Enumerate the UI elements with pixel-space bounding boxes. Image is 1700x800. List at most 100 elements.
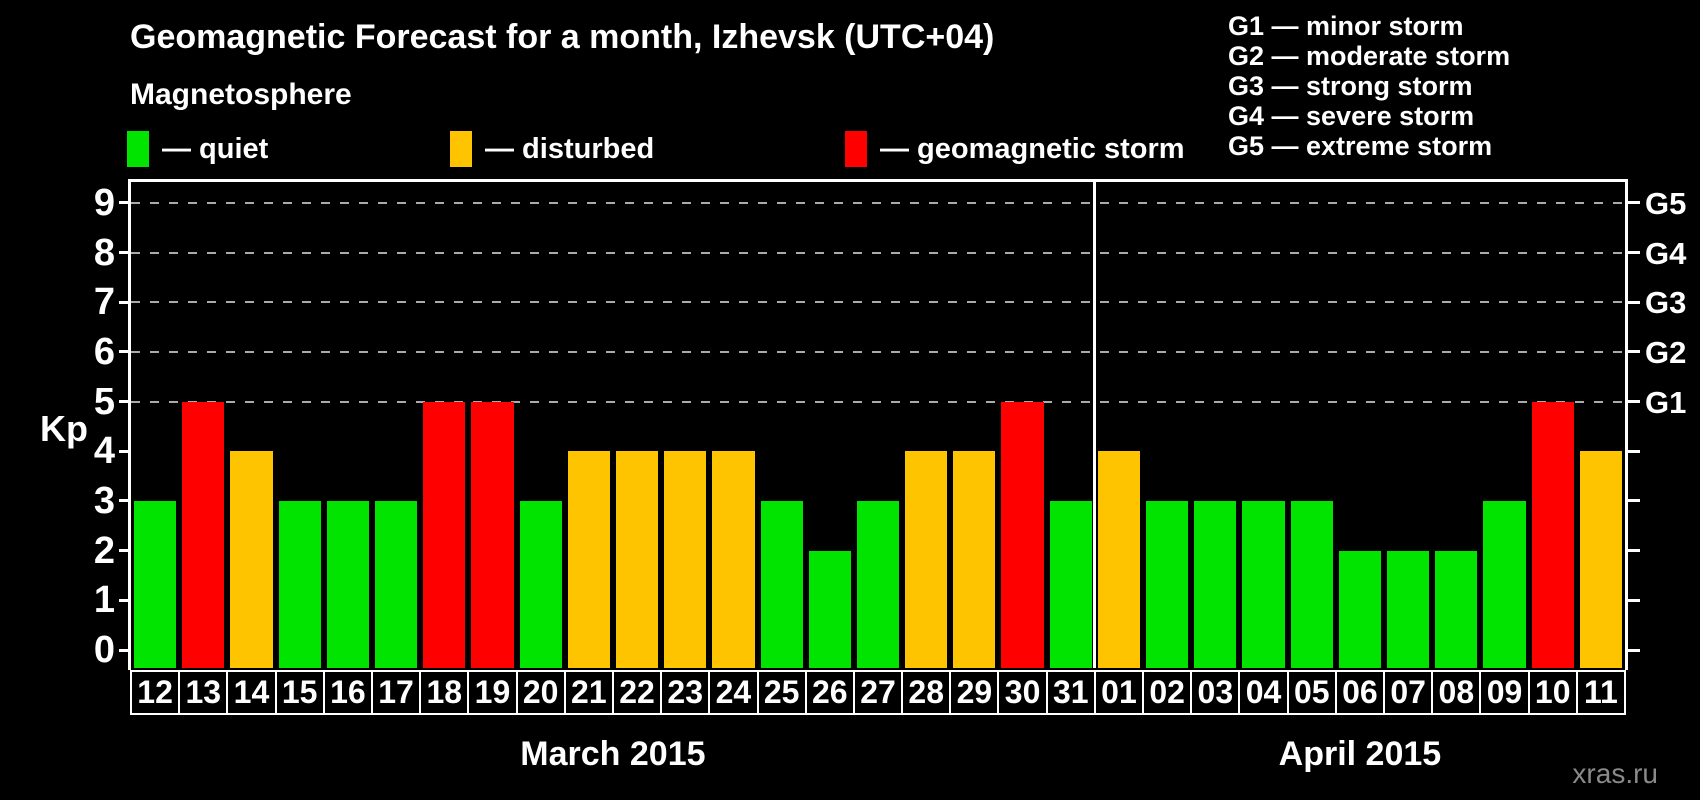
quiet-color-swatch — [127, 131, 149, 167]
g-scale-legend-line: G2 — moderate storm — [1228, 41, 1511, 71]
date-cell: 03 — [1190, 670, 1241, 715]
magnetosphere-heading: Magnetosphere — [130, 78, 352, 111]
date-cell: 17 — [370, 670, 422, 715]
date-cell: 27 — [852, 670, 904, 715]
y-tick — [119, 499, 131, 503]
g-axis-label: G5 — [1645, 185, 1687, 221]
date-cell: 15 — [274, 670, 325, 715]
y-tick — [119, 598, 131, 602]
legend-item-storm: — geomagnetic storm — [845, 130, 1185, 168]
kp-bar — [856, 500, 900, 668]
kp-bar — [519, 500, 562, 668]
kp-bar — [1290, 500, 1333, 668]
kp-bar — [615, 451, 659, 668]
y-tick — [119, 251, 131, 255]
plot-frame-top — [128, 179, 1628, 182]
legend-label: — disturbed — [485, 132, 655, 165]
y-tick-label: 5 — [93, 380, 115, 423]
y-tick-right — [1628, 400, 1640, 404]
date-cell: 06 — [1334, 670, 1386, 715]
date-cell: 16 — [322, 670, 373, 715]
y-tick — [119, 400, 131, 404]
date-cell: 23 — [660, 670, 711, 715]
kp-bar — [1387, 550, 1430, 668]
date-cell: 05 — [1286, 670, 1337, 715]
y-tick-label: 0 — [93, 629, 115, 671]
y-tick-right — [1628, 499, 1640, 503]
date-cell: 22 — [611, 670, 663, 715]
kp-bar — [1338, 550, 1382, 668]
legend-item-disturbed: — disturbed — [450, 130, 654, 168]
y-tick — [119, 201, 131, 205]
date-cell: 09 — [1479, 670, 1530, 715]
gridline — [131, 201, 1625, 204]
kp-bar — [423, 401, 466, 668]
kp-bar — [1194, 500, 1237, 668]
date-cell: 07 — [1383, 670, 1434, 715]
y-tick-right — [1628, 350, 1640, 354]
y-tick-right — [1628, 648, 1640, 652]
kp-bar — [1531, 401, 1574, 668]
kp-bar — [134, 500, 177, 668]
y-tick-right — [1628, 449, 1640, 453]
kp-bar — [905, 451, 948, 668]
kp-bar — [1146, 500, 1189, 668]
g-axis-label: G1 — [1645, 384, 1687, 420]
y-tick — [119, 549, 131, 553]
date-cell: 21 — [563, 670, 614, 715]
y-tick-right — [1628, 549, 1640, 553]
date-cell: 12 — [130, 670, 181, 715]
kp-bar — [1483, 500, 1526, 668]
kp-bar — [471, 401, 514, 668]
kp-bar — [1049, 500, 1092, 668]
kp-bar — [374, 500, 418, 668]
date-cell: 02 — [1142, 670, 1193, 715]
kp-bar — [230, 451, 273, 668]
y-tick-label: 3 — [93, 479, 115, 522]
date-cell: 04 — [1238, 670, 1289, 715]
plot-frame-left — [128, 179, 131, 670]
date-cell: 31 — [1045, 670, 1096, 715]
y-tick-label: 4 — [93, 430, 115, 473]
y-tick-right — [1628, 598, 1640, 602]
legend-item-quiet: — quiet — [127, 130, 268, 168]
y-tick — [119, 300, 131, 304]
date-cell: 01 — [1093, 670, 1145, 715]
g-axis-label: G4 — [1645, 235, 1687, 271]
y-tick — [119, 648, 131, 652]
y-tick-label: 9 — [93, 181, 115, 224]
kp-bar — [567, 451, 610, 668]
y-tick-right — [1628, 300, 1640, 304]
gridline — [131, 400, 1625, 403]
chart-title: Geomagnetic Forecast for a month, Izhevs… — [130, 18, 995, 56]
date-cell: 10 — [1527, 670, 1578, 715]
gridline — [131, 251, 1625, 254]
storm-color-swatch — [845, 131, 867, 167]
date-cell: 28 — [901, 670, 952, 715]
y-tick-right — [1628, 201, 1640, 205]
y-tick-label: 8 — [93, 231, 115, 274]
date-cell: 25 — [756, 670, 807, 715]
date-cell: 18 — [419, 670, 470, 715]
g-axis-label: G2 — [1645, 334, 1687, 370]
date-cell: 19 — [467, 670, 518, 715]
kp-bar — [1097, 451, 1141, 668]
g-scale-legend-line: G4 — severe storm — [1228, 101, 1475, 131]
date-cell: 08 — [1431, 670, 1482, 715]
y-tick-label: 1 — [93, 579, 115, 622]
disturbed-color-swatch — [450, 131, 472, 167]
legend-label: — quiet — [162, 132, 269, 165]
kp-bar — [1242, 500, 1285, 668]
date-cell: 14 — [226, 670, 277, 715]
g-scale-legend-line: G5 — extreme storm — [1228, 131, 1493, 161]
g-scale-legend: G1 — minor storm G2 — moderate storm G3 … — [1228, 11, 1510, 161]
date-cell: 13 — [178, 670, 229, 715]
month-separator — [1093, 182, 1097, 668]
date-cell: 24 — [708, 670, 759, 715]
y-tick-label: 7 — [93, 281, 115, 324]
kp-bar — [808, 550, 851, 668]
kp-bar — [1001, 401, 1044, 668]
kp-axis-label: Kp — [40, 408, 88, 449]
kp-bar — [1435, 550, 1478, 668]
